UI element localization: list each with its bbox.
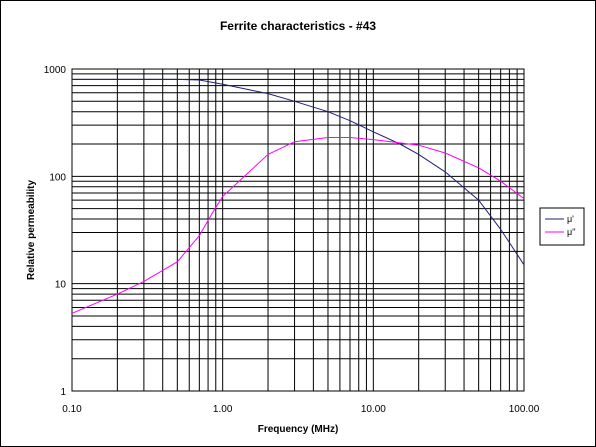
x-axis-label: Frequency (MHz) — [258, 424, 339, 435]
legend-label-1: μ' — [567, 214, 574, 224]
x-tick-label: 0.10 — [62, 404, 82, 415]
legend-label-2: μ'' — [567, 227, 576, 237]
y-tick-label: 1 — [60, 387, 66, 398]
y-axis-label: Relative permeability — [26, 180, 37, 280]
legend: μ' μ'' — [540, 208, 584, 245]
chart-title: Ferrite characteristics - #43 — [220, 19, 376, 33]
legend-box — [540, 208, 584, 245]
x-tick-label: 10.00 — [361, 404, 386, 415]
x-tick-label: 100.00 — [509, 404, 540, 415]
y-tick-label: 10 — [55, 280, 67, 291]
y-tick-label: 100 — [49, 172, 66, 183]
x-tick-label: 1.00 — [213, 404, 233, 415]
y-tick-label: 1000 — [44, 65, 67, 76]
